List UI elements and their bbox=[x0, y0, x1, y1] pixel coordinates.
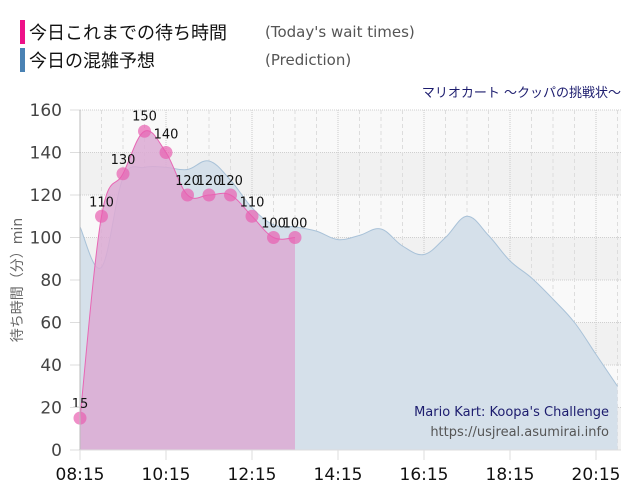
x-tick-label: 20:15 bbox=[572, 465, 621, 485]
legend-label-en: (Prediction) bbox=[265, 51, 352, 69]
data-label: 110 bbox=[89, 195, 114, 210]
data-label: 120 bbox=[175, 174, 200, 189]
x-tick-label: 10:15 bbox=[142, 465, 191, 485]
data-point[interactable] bbox=[224, 188, 237, 202]
y-tick-label: 20 bbox=[40, 399, 62, 419]
data-label: 120 bbox=[218, 174, 243, 189]
chart-subtitle: マリオカート ～クッパの挑戦状～ bbox=[421, 86, 621, 101]
legend: 今日これまでの待ち時間 (Today's wait times) 今日の混雑予想… bbox=[20, 18, 415, 74]
data-label: 140 bbox=[154, 128, 179, 143]
y-tick-label: 80 bbox=[40, 271, 62, 291]
data-point[interactable] bbox=[245, 209, 259, 223]
legend-label-ja: 今日これまでの待ち時間 bbox=[29, 23, 227, 44]
y-tick-label: 0 bbox=[51, 441, 62, 461]
legend-item-prediction[interactable]: 今日の混雑予想 (Prediction) bbox=[20, 46, 415, 74]
y-tick-label: 140 bbox=[30, 144, 62, 164]
legend-label-ja: 今日の混雑予想 bbox=[29, 51, 155, 72]
y-tick-label: 40 bbox=[40, 356, 62, 376]
data-point[interactable] bbox=[138, 124, 151, 138]
data-point[interactable] bbox=[95, 209, 108, 223]
x-tick-label: 12:15 bbox=[228, 465, 277, 485]
y-tick-label: 60 bbox=[40, 314, 62, 334]
data-point[interactable] bbox=[202, 188, 216, 202]
data-point[interactable] bbox=[181, 188, 194, 202]
x-axis: 08:15 10:15 12:15 14:15 16:15 18:15 20:15 bbox=[56, 449, 621, 485]
actual-area bbox=[80, 130, 295, 451]
x-tick-label: 18:15 bbox=[486, 465, 535, 485]
y-tick-label: 120 bbox=[30, 186, 62, 206]
data-label: 130 bbox=[111, 153, 136, 168]
legend-label-en: (Today's wait times) bbox=[265, 23, 415, 41]
credit-title: Mario Kart: Koopa's Challenge bbox=[414, 405, 609, 420]
data-label: 100 bbox=[261, 217, 286, 232]
data-point[interactable] bbox=[116, 167, 130, 181]
y-tick-label: 160 bbox=[30, 101, 62, 121]
x-tick-label: 14:15 bbox=[314, 465, 363, 485]
data-point[interactable] bbox=[267, 231, 280, 244]
data-point[interactable] bbox=[159, 146, 173, 159]
data-label: 100 bbox=[283, 217, 308, 232]
data-label: 110 bbox=[240, 195, 265, 210]
legend-item-actual[interactable]: 今日これまでの待ち時間 (Today's wait times) bbox=[20, 18, 415, 46]
credit-url[interactable]: https://usjreal.asumirai.info bbox=[430, 425, 609, 440]
x-tick-label: 16:15 bbox=[400, 465, 449, 485]
data-point[interactable] bbox=[288, 231, 302, 244]
data-label: 150 bbox=[132, 109, 157, 124]
y-tick-label: 100 bbox=[30, 229, 62, 249]
y-axis: 0 20 40 60 80 100 120 140 160 bbox=[30, 101, 81, 461]
legend-swatch-actual bbox=[20, 20, 25, 44]
y-axis-title: 待ち時間（分）min bbox=[10, 218, 26, 342]
x-tick-label: 08:15 bbox=[56, 465, 105, 485]
legend-swatch-prediction bbox=[20, 48, 25, 72]
data-label: 120 bbox=[197, 174, 222, 189]
